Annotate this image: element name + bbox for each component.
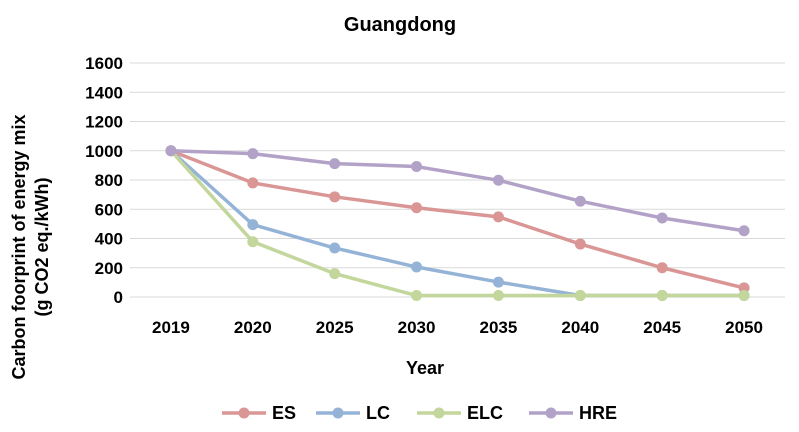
data-point bbox=[247, 236, 259, 248]
chart-title: Guangdong bbox=[344, 14, 456, 36]
x-axis-label: Year bbox=[406, 358, 444, 378]
series-line bbox=[169, 149, 746, 298]
data-point bbox=[656, 262, 668, 274]
y-tick-label: 1200 bbox=[85, 113, 123, 132]
legend-label: ES bbox=[272, 403, 296, 423]
legend-item-hre: HRE bbox=[529, 403, 617, 423]
series-line bbox=[169, 149, 746, 233]
x-tick-label: 2025 bbox=[316, 318, 354, 337]
legend-item-es: ES bbox=[222, 403, 296, 423]
data-point bbox=[492, 174, 504, 186]
legend: ES LC ELC HRE bbox=[222, 403, 617, 423]
y-axis-label-line2: (g CO2 eq./kWh) bbox=[32, 177, 52, 316]
legend-swatch-marker bbox=[332, 407, 344, 419]
x-tick-label: 2045 bbox=[643, 318, 681, 337]
series-lines bbox=[165, 145, 750, 302]
gridlines bbox=[130, 62, 785, 298]
legend-label: ELC bbox=[467, 403, 503, 423]
data-point bbox=[411, 290, 423, 302]
legend-item-lc: LC bbox=[316, 403, 390, 423]
y-tick-label: 0 bbox=[114, 288, 123, 307]
data-point bbox=[492, 290, 504, 302]
y-tick-label: 200 bbox=[95, 259, 123, 278]
legend-item-elc: ELC bbox=[417, 403, 503, 423]
legend-swatch-marker bbox=[433, 407, 445, 419]
data-point bbox=[329, 158, 341, 170]
data-point bbox=[738, 225, 750, 237]
data-point bbox=[574, 238, 586, 250]
data-point bbox=[656, 212, 668, 224]
legend-label: HRE bbox=[579, 403, 617, 423]
data-point bbox=[411, 202, 423, 214]
series-hre bbox=[165, 145, 750, 237]
data-point bbox=[492, 276, 504, 288]
y-tick-label: 400 bbox=[95, 230, 123, 249]
x-tick-label: 2035 bbox=[480, 318, 518, 337]
data-point bbox=[247, 219, 259, 231]
data-point bbox=[411, 261, 423, 273]
data-point bbox=[329, 268, 341, 280]
legend-swatch-marker bbox=[238, 407, 250, 419]
data-point bbox=[411, 161, 423, 173]
x-tick-label: 2020 bbox=[234, 318, 272, 337]
y-tick-label: 800 bbox=[95, 171, 123, 190]
data-point bbox=[738, 290, 750, 302]
x-axis-ticks: 2019 2020 2025 2030 2035 2040 2045 2050 bbox=[152, 318, 763, 337]
y-axis-label: Carbon foorprint of energy mix (g CO2 eq… bbox=[9, 114, 52, 379]
x-tick-label: 2040 bbox=[561, 318, 599, 337]
data-point bbox=[329, 191, 341, 203]
data-point bbox=[329, 242, 341, 254]
y-axis-ticks: 0 200 400 600 800 1000 1200 1400 1600 bbox=[85, 54, 123, 307]
data-point bbox=[656, 290, 668, 302]
y-tick-label: 600 bbox=[95, 200, 123, 219]
x-tick-label: 2030 bbox=[398, 318, 436, 337]
data-point bbox=[247, 177, 259, 189]
y-tick-label: 1400 bbox=[85, 83, 123, 102]
series-line bbox=[169, 149, 746, 290]
legend-label: LC bbox=[366, 403, 390, 423]
y-axis-label-line1: Carbon foorprint of energy mix bbox=[9, 114, 29, 379]
data-point bbox=[574, 195, 586, 207]
x-tick-label: 2019 bbox=[152, 318, 190, 337]
data-point bbox=[492, 211, 504, 223]
data-point bbox=[574, 290, 586, 302]
y-tick-label: 1600 bbox=[85, 54, 123, 73]
y-tick-label: 1000 bbox=[85, 142, 123, 161]
data-point bbox=[738, 282, 750, 294]
data-point bbox=[165, 145, 177, 157]
legend-swatch-marker bbox=[545, 407, 557, 419]
x-tick-label: 2050 bbox=[725, 318, 763, 337]
data-point bbox=[247, 148, 259, 160]
